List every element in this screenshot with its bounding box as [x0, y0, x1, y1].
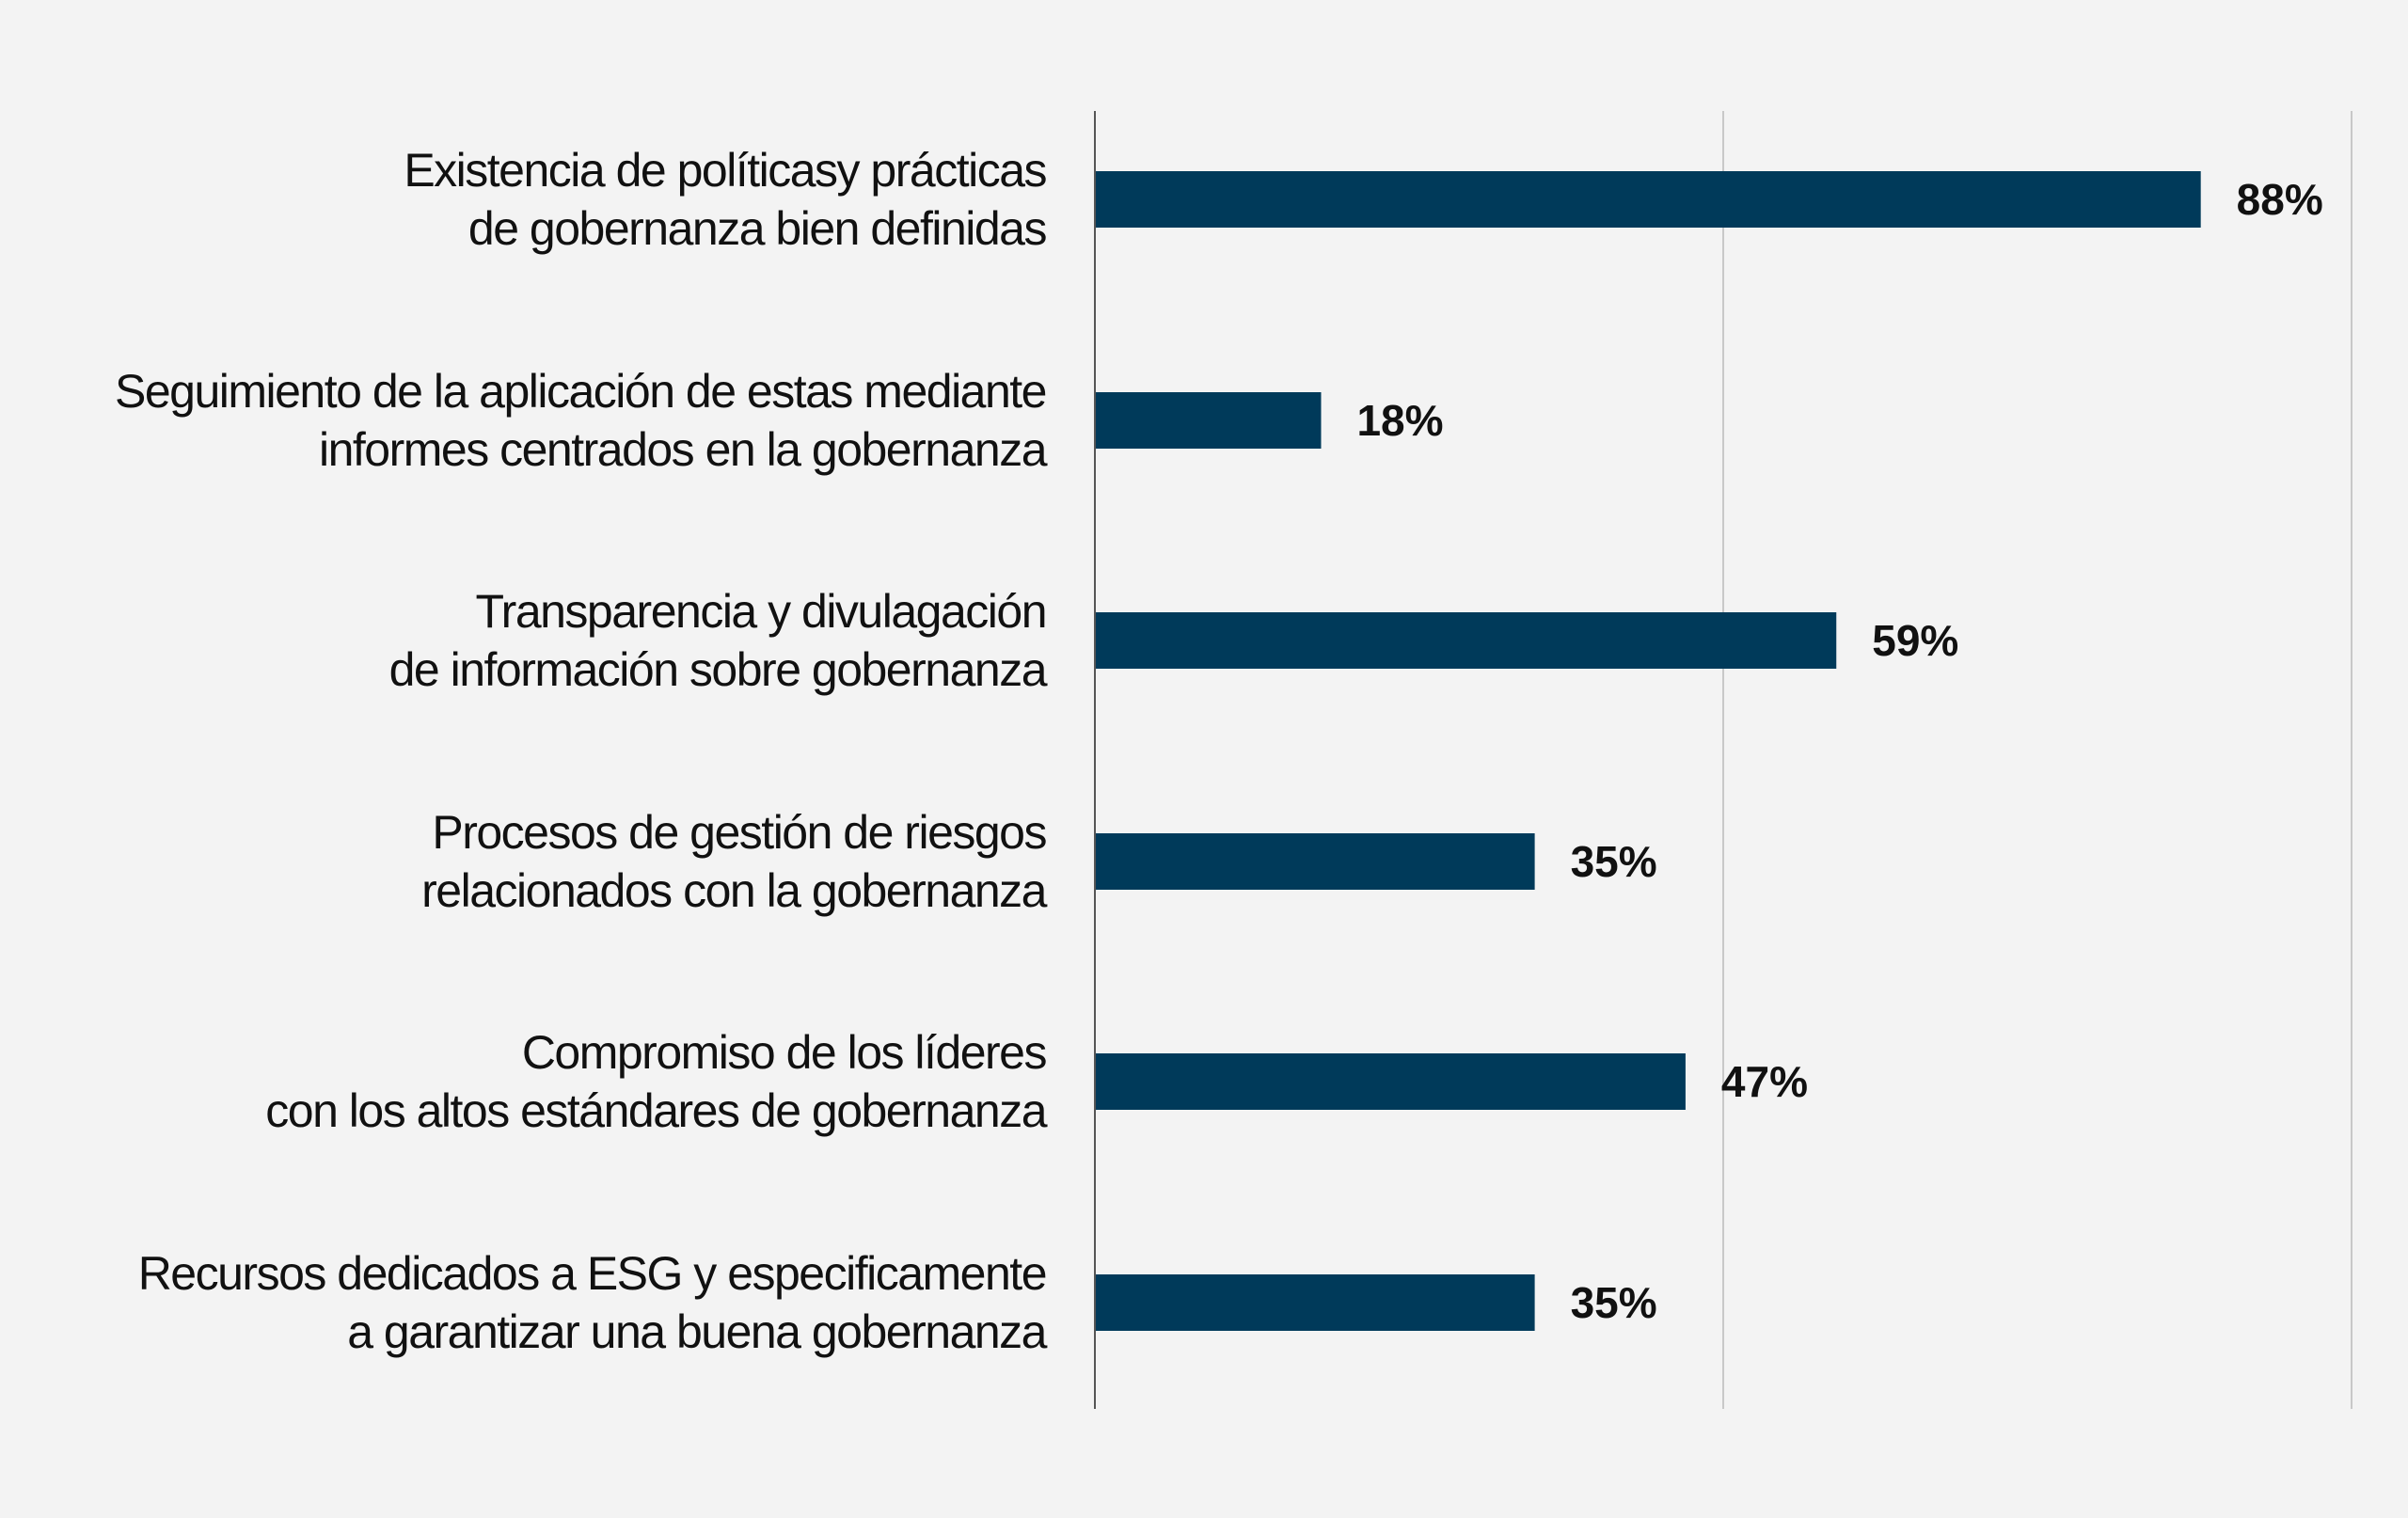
category-label: Procesos de gestión de riesgos relacionad… [11, 803, 1047, 920]
bar [1096, 612, 1837, 669]
category-label-line: Recursos dedicados a ESG y especificamen… [137, 1247, 1048, 1300]
value-label: 59% [1872, 616, 1959, 665]
category-label: Recursos dedicados a ESG y especificamen… [11, 1244, 1048, 1361]
bar [1096, 833, 1535, 890]
category-label-line: Procesos de gestión de riesgos [432, 806, 1047, 859]
bar [1096, 392, 1322, 449]
bar [1096, 171, 2201, 228]
category-label: Compromiso de los líderes con los altos e… [11, 1023, 1048, 1140]
category-label-line: relacionados con la gobernanza [421, 864, 1047, 917]
bar [1096, 1274, 1535, 1331]
value-label: 88% [2236, 175, 2323, 224]
bar [1096, 1053, 1686, 1110]
category-label-line: con los altos estándares de gobernanza [265, 1084, 1047, 1137]
value-label: 35% [1570, 1278, 1657, 1327]
category-label-line: Existencia de políticasy prácticas [404, 144, 1047, 197]
category-label-line: informes centrados en la gobernanza [318, 423, 1048, 476]
category-label-line: Compromiso de los líderes [521, 1026, 1048, 1079]
category-label-line: de gobernanza bien definidas [467, 202, 1048, 255]
value-label: 35% [1570, 837, 1657, 886]
category-label: Transparencia y divulagación de informaci… [11, 582, 1048, 699]
category-label-line: a garantizar una buena gobernanza [347, 1305, 1047, 1358]
category-label: Existencia de políticasy prácticas de gob… [11, 141, 1048, 258]
value-label: 18% [1356, 396, 1444, 445]
category-label-line: Seguimiento de la aplicación de estas me… [114, 365, 1048, 418]
category-label-line: Transparencia y divulagación [475, 585, 1047, 638]
category-label: Seguimiento de la aplicación de estas me… [11, 362, 1048, 479]
category-label-line: de información sobre gobernanza [388, 643, 1048, 696]
value-label: 47% [1720, 1057, 1808, 1106]
